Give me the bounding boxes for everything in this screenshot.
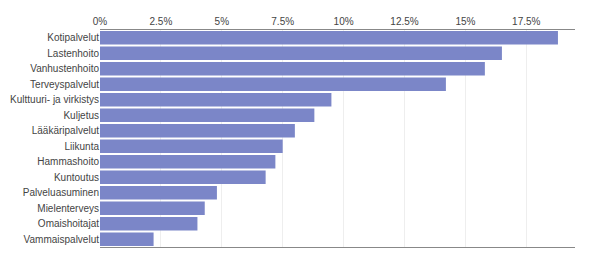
svg-text:Kuntoutus: Kuntoutus (54, 172, 99, 183)
svg-text:10%: 10% (334, 16, 354, 27)
svg-text:2.5%: 2.5% (150, 16, 173, 27)
svg-text:Mielenterveys: Mielenterveys (37, 203, 99, 214)
svg-text:Omaishoitajat: Omaishoitajat (38, 218, 99, 229)
svg-text:Kulttuuri- ja virkistys: Kulttuuri- ja virkistys (10, 94, 99, 105)
svg-text:0%: 0% (93, 16, 108, 27)
svg-text:Lääkäripalvelut: Lääkäripalvelut (32, 125, 99, 136)
svg-text:Lastenhoito: Lastenhoito (47, 48, 99, 59)
svg-text:Terveyspalvelut: Terveyspalvelut (30, 79, 99, 90)
svg-text:Kotipalvelut: Kotipalvelut (47, 32, 99, 43)
svg-text:Palveluasuminen: Palveluasuminen (23, 187, 99, 198)
svg-text:Vammaispalvelut: Vammaispalvelut (24, 234, 100, 245)
svg-text:Liikunta: Liikunta (65, 141, 100, 152)
svg-text:Hammashoito: Hammashoito (37, 156, 99, 167)
svg-text:5%: 5% (215, 16, 230, 27)
svg-text:Kuljetus: Kuljetus (63, 110, 99, 121)
svg-text:17.5%: 17.5% (512, 16, 540, 27)
svg-text:15%: 15% (455, 16, 475, 27)
svg-text:7.5%: 7.5% (271, 16, 294, 27)
svg-text:Vanhustenhoito: Vanhustenhoito (30, 63, 99, 74)
svg-text:12.5%: 12.5% (390, 16, 418, 27)
